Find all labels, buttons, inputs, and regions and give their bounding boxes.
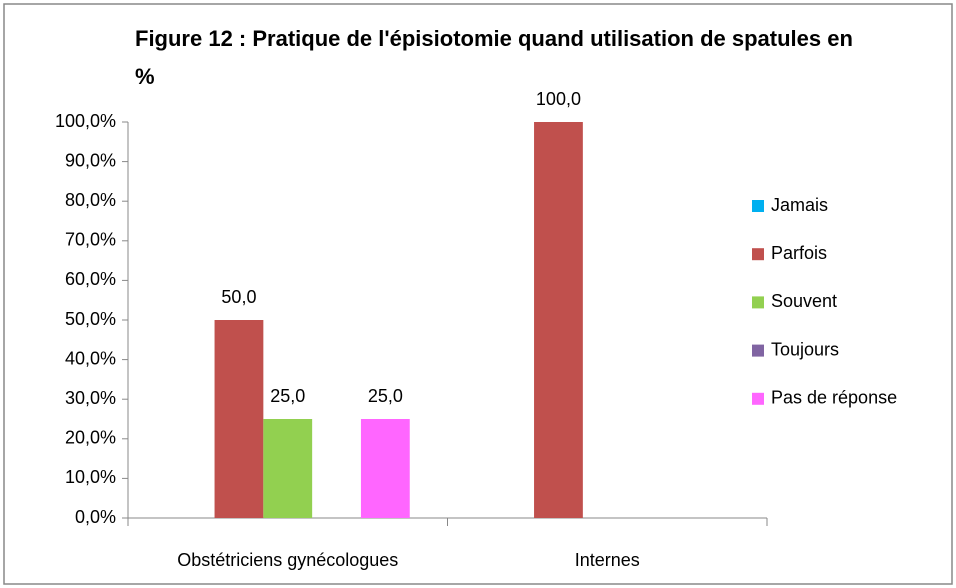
y-tick-label: 10,0% <box>65 467 116 487</box>
y-tick-label: 20,0% <box>65 428 116 448</box>
legend-label: Jamais <box>771 195 828 215</box>
legend-swatch <box>752 344 764 357</box>
legend-swatch <box>752 248 764 261</box>
y-tick-label: 40,0% <box>65 348 116 368</box>
x-tick-label: Internes <box>575 550 640 570</box>
legend-swatch <box>752 296 764 309</box>
chart-title: Figure 12 : Pratique de l'épisiotomie qu… <box>135 26 853 89</box>
legend-swatch <box>752 392 764 405</box>
y-tick-label: 50,0% <box>65 309 116 329</box>
bar <box>360 419 410 518</box>
y-tick-label: 100,0% <box>55 111 116 131</box>
bar <box>534 122 583 518</box>
data-label: 25,0 <box>270 386 305 406</box>
y-tick-label: 60,0% <box>65 269 116 289</box>
y-tick-label: 90,0% <box>65 150 116 170</box>
legend-label: Parfois <box>771 243 827 263</box>
y-tick-label: 80,0% <box>65 190 116 210</box>
chart-frame <box>3 3 953 585</box>
legend-label: Toujours <box>771 339 839 359</box>
data-label: 50,0 <box>221 287 256 307</box>
data-label: 100,0 <box>536 89 581 109</box>
y-tick-label: 0,0% <box>75 507 116 527</box>
legend-label: Souvent <box>771 291 837 311</box>
y-tick-label: 30,0% <box>65 388 116 408</box>
legend-swatch <box>752 200 764 212</box>
bar <box>263 419 313 518</box>
legend-label: Pas de réponse <box>771 388 897 408</box>
x-tick-label: Obstétriciens gynécologues <box>177 550 398 570</box>
data-label: 25,0 <box>368 386 403 406</box>
y-tick-label: 70,0% <box>65 230 116 250</box>
bar <box>214 320 264 518</box>
